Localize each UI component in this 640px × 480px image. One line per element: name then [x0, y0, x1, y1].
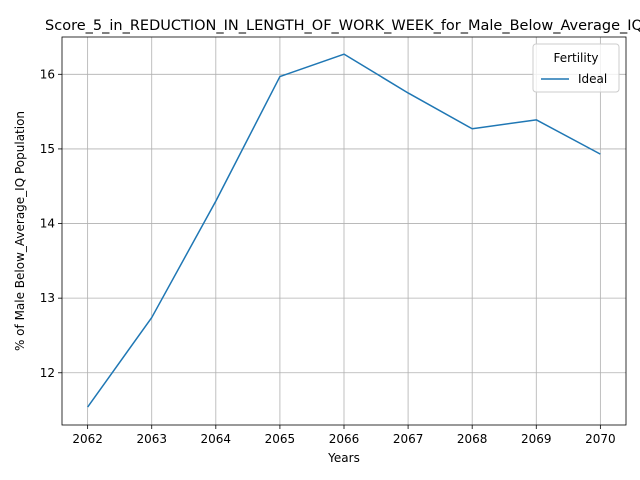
y-tick-label: 16 — [40, 67, 55, 81]
x-tick-label: 2067 — [393, 432, 424, 446]
y-tick-label: 14 — [40, 217, 55, 231]
x-tick-label: 2066 — [329, 432, 360, 446]
chart-title: Score_5_in_REDUCTION_IN_LENGTH_OF_WORK_W… — [45, 18, 640, 34]
x-tick-label: 2068 — [457, 432, 488, 446]
y-axis: 12 13 14 15 16 — [40, 67, 62, 380]
x-tick-label: 2065 — [265, 432, 296, 446]
legend-entry-ideal: Ideal — [578, 72, 607, 86]
y-tick-label: 12 — [40, 366, 55, 380]
series-line-ideal — [87, 53, 601, 408]
x-tick-label: 2063 — [136, 432, 167, 446]
series-group — [87, 53, 601, 408]
x-tick-label: 2064 — [201, 432, 232, 446]
x-axis-label: Years — [327, 451, 360, 465]
y-tick-label: 15 — [40, 142, 55, 156]
x-tick-label: 2069 — [521, 432, 552, 446]
x-axis: 2062 2063 2064 2065 2066 2067 2068 2069 2070 — [72, 425, 616, 446]
legend-title: Fertility — [553, 51, 598, 65]
x-tick-label: 2062 — [72, 432, 103, 446]
legend-frame — [532, 43, 620, 93]
x-tick-label: 2070 — [585, 432, 616, 446]
y-tick-label: 13 — [40, 291, 55, 305]
legend: Fertility Ideal — [532, 43, 620, 93]
grid — [62, 37, 626, 425]
y-axis-label: % of Male Below_Average_IQ Population — [13, 111, 27, 351]
